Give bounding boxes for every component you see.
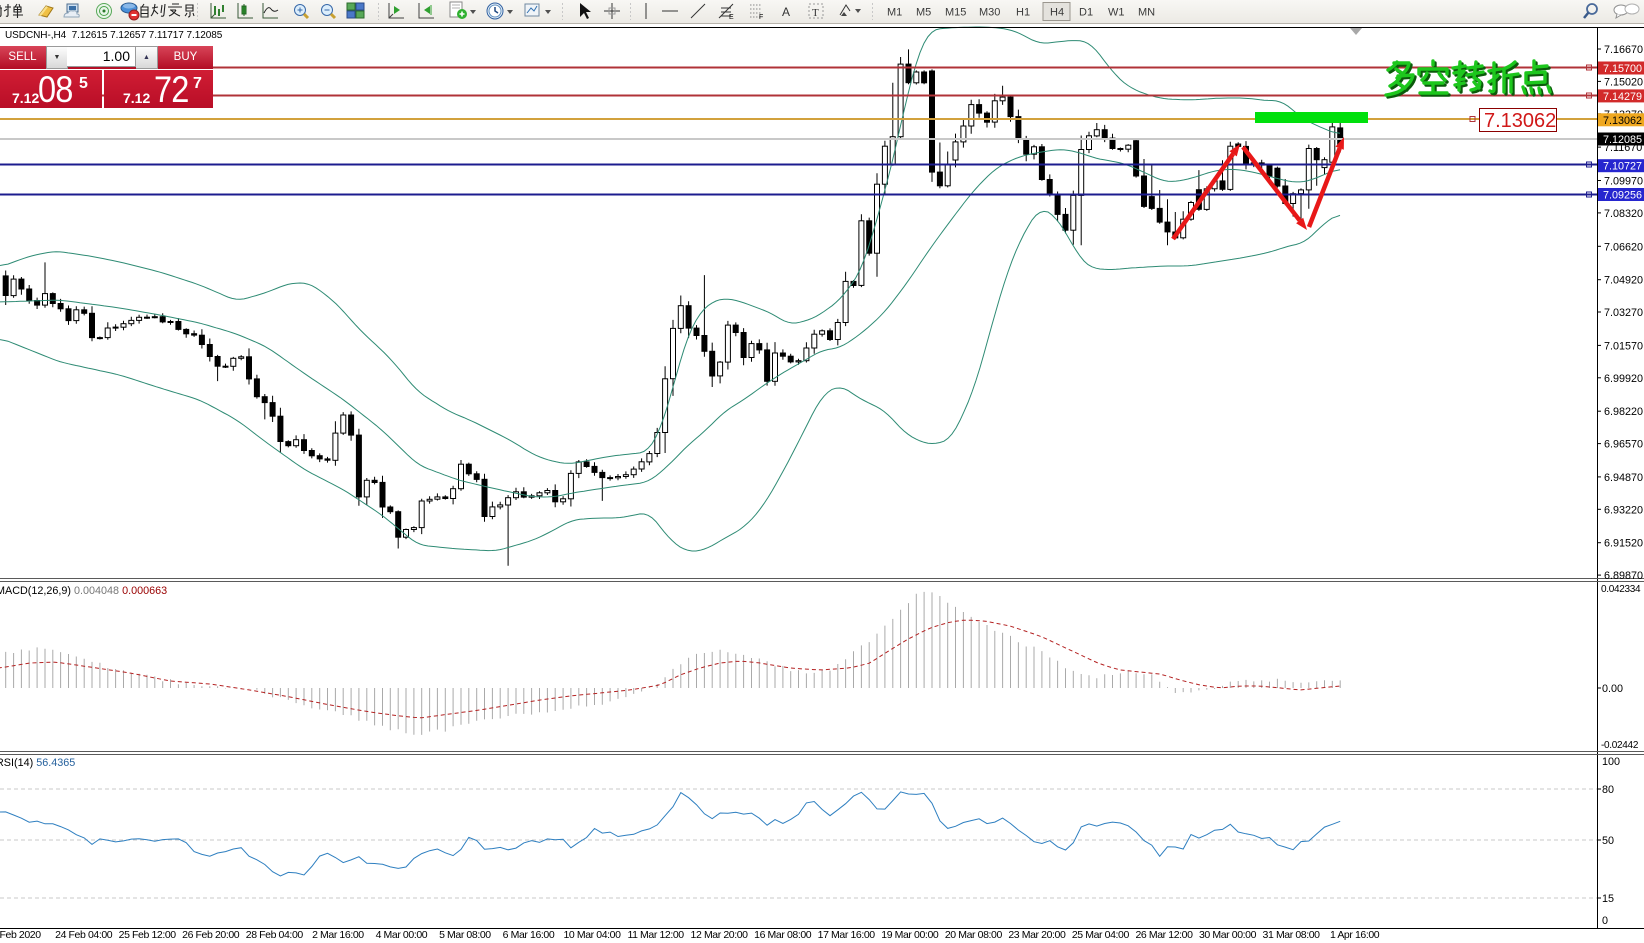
svg-text:7.13062: 7.13062 [1603,115,1642,127]
svg-text:0.042334: 0.042334 [1601,584,1641,595]
svg-text:2 Mar 16:00: 2 Mar 16:00 [312,929,364,941]
svg-text:7.06620: 7.06620 [1604,241,1643,253]
svg-text:0.00: 0.00 [1602,683,1623,695]
svg-text:20 Mar 08:00: 20 Mar 08:00 [945,929,1003,941]
svg-text:7.08320: 7.08320 [1604,208,1643,220]
svg-text:M30: M30 [979,7,1000,19]
svg-text:M5: M5 [916,7,931,19]
svg-text:7.13062: 7.13062 [1484,110,1556,132]
svg-text:19 Mar 00:00: 19 Mar 00:00 [881,929,939,941]
svg-text:80: 80 [1602,784,1614,796]
svg-text:MN: MN [1138,7,1155,19]
svg-text:15: 15 [1602,893,1614,905]
svg-text:7.15020: 7.15020 [1604,76,1643,88]
svg-text:6.96570: 6.96570 [1604,439,1643,451]
svg-text:6.98220: 6.98220 [1604,406,1643,418]
svg-text:7.04920: 7.04920 [1604,275,1643,287]
svg-text:25 Mar 04:00: 25 Mar 04:00 [1072,929,1130,941]
svg-text:26 Feb 20:00: 26 Feb 20:00 [182,929,240,941]
svg-text:30 Mar 00:00: 30 Mar 00:00 [1199,929,1257,941]
svg-text:4 Mar 00:00: 4 Mar 00:00 [376,929,428,941]
svg-text:31 Mar 08:00: 31 Mar 08:00 [1263,929,1321,941]
svg-text:50: 50 [1602,835,1614,847]
svg-text:6.89870: 6.89870 [1604,570,1643,582]
svg-text:T: T [812,7,819,19]
svg-text:6.91520: 6.91520 [1604,538,1643,550]
svg-text:7.09256: 7.09256 [1603,190,1642,202]
svg-text:RSI(14) 56.4365: RSI(14) 56.4365 [0,757,75,769]
svg-text:26 Mar 12:00: 26 Mar 12:00 [1135,929,1193,941]
svg-text:28 Feb 04:00: 28 Feb 04:00 [246,929,304,941]
svg-text:6.99920: 6.99920 [1604,373,1643,385]
svg-text:M15: M15 [945,7,966,19]
svg-text:100: 100 [1602,756,1620,768]
svg-text:10 Mar 04:00: 10 Mar 04:00 [563,929,621,941]
svg-text:23 Mar 20:00: 23 Mar 20:00 [1008,929,1066,941]
svg-text:-0.02442: -0.02442 [1601,740,1639,751]
svg-text:12 Mar 20:00: 12 Mar 20:00 [691,929,749,941]
svg-text:7.15700: 7.15700 [1603,63,1642,75]
svg-text:6.94870: 6.94870 [1604,472,1643,484]
svg-text:5 Mar 08:00: 5 Mar 08:00 [439,929,491,941]
svg-text:7.10727: 7.10727 [1603,161,1642,173]
svg-text:H1: H1 [1016,7,1030,19]
svg-text:1 Apr 16:00: 1 Apr 16:00 [1330,929,1380,941]
svg-text:Feb 2020: Feb 2020 [0,929,41,941]
svg-text:7.12085: 7.12085 [1603,134,1642,146]
svg-text:W1: W1 [1108,7,1125,19]
svg-text:D1: D1 [1079,7,1093,19]
svg-text:24 Feb 04:00: 24 Feb 04:00 [55,929,113,941]
svg-text:E: E [729,14,734,21]
svg-text:6.93220: 6.93220 [1604,504,1643,516]
svg-text:7.16670: 7.16670 [1604,44,1643,56]
svg-text:6 Mar 16:00: 6 Mar 16:00 [503,929,555,941]
svg-text:7.09970: 7.09970 [1604,176,1643,188]
svg-text:M1: M1 [887,7,902,19]
svg-text:7.14279: 7.14279 [1603,91,1642,103]
svg-text:25 Feb 12:00: 25 Feb 12:00 [119,929,177,941]
svg-text:17 Mar 16:00: 17 Mar 16:00 [818,929,876,941]
svg-text:A: A [782,5,790,19]
svg-text:11 Mar 12:00: 11 Mar 12:00 [627,929,684,941]
svg-text:16 Mar 08:00: 16 Mar 08:00 [754,929,812,941]
svg-text:0: 0 [1602,915,1608,927]
svg-text:F: F [759,14,763,21]
svg-text:MACD(12,26,9) 0.004048 0.00066: MACD(12,26,9) 0.004048 0.000663 [0,585,167,597]
svg-text:7.03270: 7.03270 [1604,307,1643,319]
svg-text:H4: H4 [1050,7,1064,19]
svg-text:7.01570: 7.01570 [1604,340,1643,352]
